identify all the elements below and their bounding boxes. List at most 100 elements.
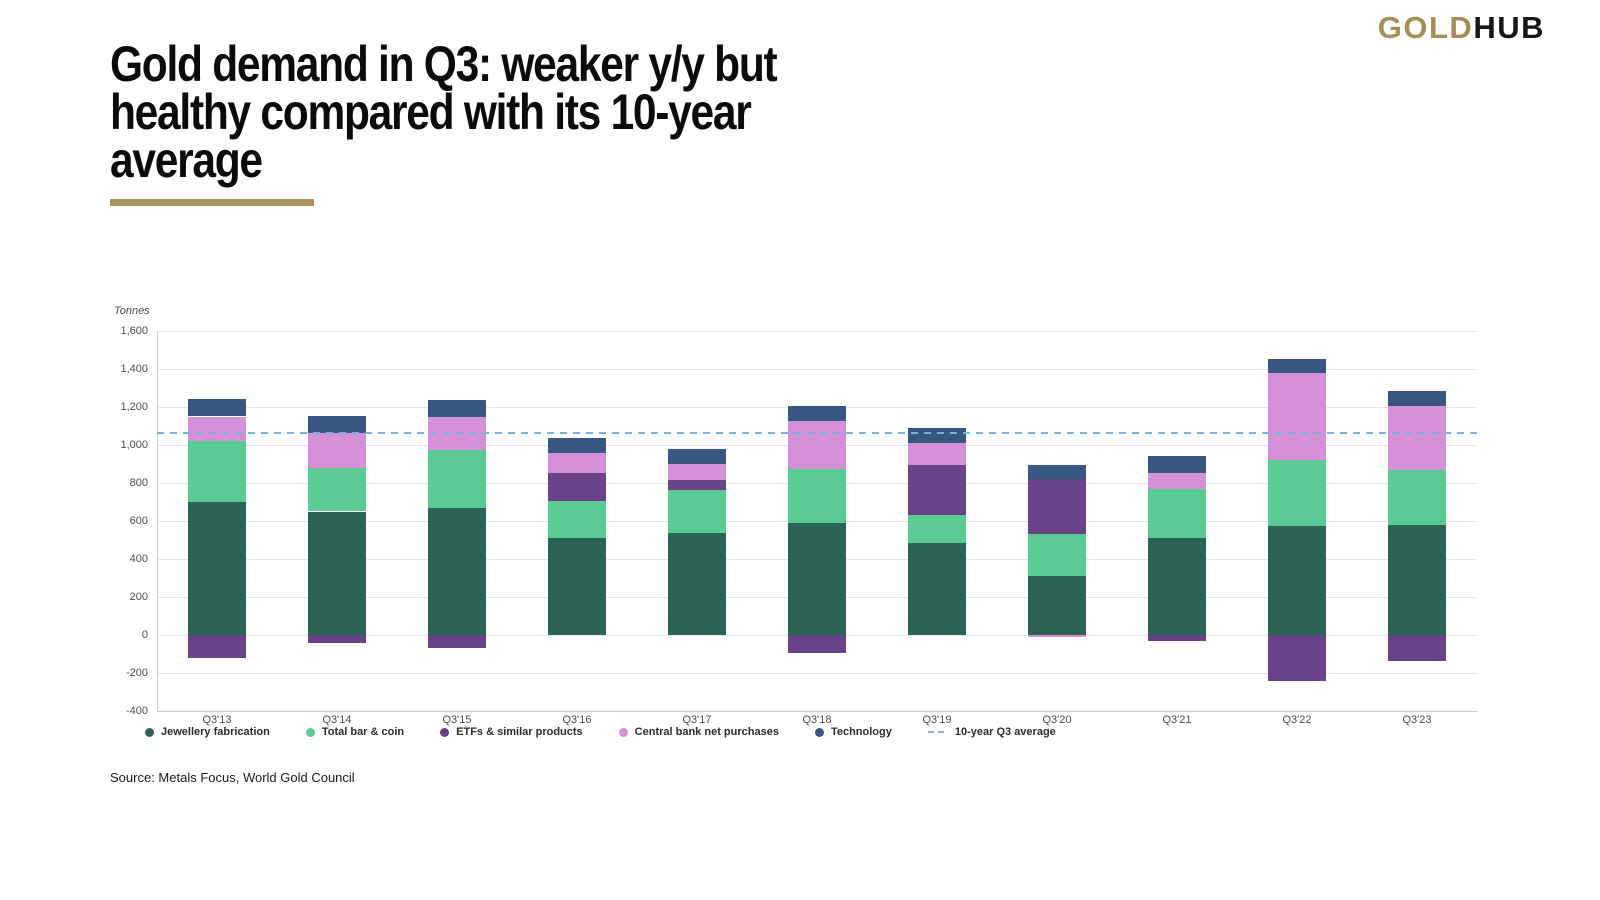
bar-segment-q3-18-etfs-similar-products[interactable]	[788, 635, 846, 654]
y-axis-tick-label: -200	[125, 667, 148, 679]
bar-segment-q3-22-total-bar-coin[interactable]	[1268, 460, 1326, 526]
bar-segment-q3-20-central-bank-net-purchases[interactable]	[1028, 635, 1086, 637]
x-axis-tick-label-q3-16: Q3'16	[562, 714, 592, 726]
y-axis-tick-label: 400	[129, 553, 148, 565]
source-note: Source: Metals Focus, World Gold Council	[110, 770, 355, 785]
bar-segment-q3-19-jewellery-fabrication[interactable]	[908, 542, 966, 635]
bar-segment-q3-19-technology[interactable]	[908, 427, 966, 444]
bar-segment-q3-22-jewellery-fabrication[interactable]	[1268, 525, 1326, 635]
bar-segment-q3-21-central-bank-net-purchases[interactable]	[1148, 472, 1206, 489]
bar-segment-q3-17-central-bank-net-purchases[interactable]	[668, 464, 726, 481]
legend-item-central-bank-net-purchases[interactable]: Central bank net purchases	[618, 726, 779, 738]
bar-segment-q3-23-total-bar-coin[interactable]	[1388, 469, 1446, 525]
bar-segment-q3-22-central-bank-net-purchases[interactable]	[1268, 372, 1326, 461]
bar-segment-q3-23-central-bank-net-purchases[interactable]	[1388, 406, 1446, 470]
bar-segment-q3-18-jewellery-fabrication[interactable]	[788, 522, 846, 635]
legend-marker-circle-icon	[305, 727, 315, 737]
gridline-1400	[157, 369, 1477, 370]
bar-segment-q3-19-central-bank-net-purchases[interactable]	[908, 443, 966, 465]
x-axis-tick-label-q3-20: Q3'20	[1042, 714, 1072, 726]
bar-segment-q3-23-jewellery-fabrication[interactable]	[1388, 524, 1446, 635]
y-axis-tick-label: 1,600	[120, 325, 148, 337]
bar-segment-q3-15-technology[interactable]	[428, 400, 486, 418]
legend-item-etfs-similar-products[interactable]: ETFs & similar products	[440, 726, 583, 738]
legend-label: Jewellery fabrication	[161, 726, 270, 738]
bar-segment-q3-21-etfs-similar-products[interactable]	[1148, 635, 1206, 641]
gridline-1600	[157, 331, 1477, 332]
bar-segment-q3-19-etfs-similar-products[interactable]	[908, 464, 966, 516]
bar-segment-q3-13-total-bar-coin[interactable]	[188, 441, 246, 502]
y-axis-tick-label: 800	[129, 477, 148, 489]
bar-segment-q3-13-technology[interactable]	[188, 399, 246, 417]
legend-dashed-line-icon	[927, 731, 948, 733]
x-axis-tick-label-q3-15: Q3'15	[442, 714, 472, 726]
page-title: Gold demand in Q3: weaker y/y but health…	[110, 36, 778, 188]
bar-segment-q3-20-total-bar-coin[interactable]	[1028, 534, 1086, 577]
bar-segment-q3-17-total-bar-coin[interactable]	[668, 489, 726, 534]
bar-segment-q3-16-central-bank-net-purchases[interactable]	[548, 452, 606, 473]
bar-segment-q3-15-jewellery-fabrication[interactable]	[428, 507, 486, 635]
y-axis-unit-label: Tonnes	[114, 305, 150, 317]
bar-segment-q3-18-central-bank-net-purchases[interactable]	[788, 421, 846, 469]
bar-segment-q3-14-technology[interactable]	[308, 415, 366, 433]
logo-hub-text: HUB	[1473, 10, 1545, 45]
bar-segment-q3-17-etfs-similar-products[interactable]	[668, 480, 726, 490]
legend-label: ETFs & similar products	[456, 726, 583, 738]
legend-marker-circle-icon	[618, 727, 628, 737]
y-axis-tick-label: 600	[129, 515, 148, 527]
x-axis-tick-label-q3-17: Q3'17	[682, 714, 712, 726]
bar-segment-q3-13-jewellery-fabrication[interactable]	[188, 502, 246, 635]
bar-segment-q3-21-jewellery-fabrication[interactable]	[1148, 538, 1206, 635]
bar-segment-q3-16-etfs-similar-products[interactable]	[548, 472, 606, 502]
bar-segment-q3-16-technology[interactable]	[548, 438, 606, 453]
x-axis-tick-label-q3-19: Q3'19	[922, 714, 952, 726]
legend-item-jewellery-fabrication[interactable]: Jewellery fabrication	[145, 726, 270, 738]
legend-item-10-year-q3-average[interactable]: 10-year Q3 average	[927, 726, 1056, 738]
bar-segment-q3-20-technology[interactable]	[1028, 464, 1086, 480]
bar-segment-q3-13-etfs-similar-products[interactable]	[188, 635, 246, 658]
legend-item-total-bar-coin[interactable]: Total bar & coin	[305, 726, 405, 738]
bar-segment-q3-21-total-bar-coin[interactable]	[1148, 488, 1206, 539]
bar-segment-q3-14-etfs-similar-products[interactable]	[308, 635, 366, 643]
x-axis-tick-label-q3-23: Q3'23	[1402, 714, 1432, 726]
bar-segment-q3-22-technology[interactable]	[1268, 358, 1326, 373]
x-axis-tick-label-q3-22: Q3'22	[1282, 714, 1312, 726]
bar-segment-q3-15-etfs-similar-products[interactable]	[428, 635, 486, 649]
gridline--400	[157, 711, 1477, 712]
bar-segment-q3-13-central-bank-net-purchases[interactable]	[188, 416, 246, 442]
legend-item-technology[interactable]: Technology	[814, 726, 892, 738]
legend-marker-circle-icon	[814, 727, 824, 737]
x-axis-tick-label-q3-21: Q3'21	[1162, 714, 1192, 726]
y-axis-tick-label: 0	[141, 629, 148, 641]
bar-segment-q3-17-technology[interactable]	[668, 448, 726, 464]
bar-segment-q3-23-etfs-similar-products[interactable]	[1388, 635, 1446, 661]
bar-segment-q3-20-jewellery-fabrication[interactable]	[1028, 576, 1086, 635]
x-axis-tick-label-q3-18: Q3'18	[802, 714, 832, 726]
legend-marker-circle-icon	[440, 727, 450, 737]
gridline--200	[157, 673, 1477, 674]
bar-segment-q3-17-jewellery-fabrication[interactable]	[668, 533, 726, 635]
bar-segment-q3-22-etfs-similar-products[interactable]	[1268, 635, 1326, 681]
bar-segment-q3-14-total-bar-coin[interactable]	[308, 467, 366, 512]
bar-segment-q3-16-total-bar-coin[interactable]	[548, 501, 606, 539]
bar-segment-q3-20-etfs-similar-products[interactable]	[1028, 479, 1086, 535]
bar-segment-q3-16-jewellery-fabrication[interactable]	[548, 538, 606, 635]
x-axis-labels: Q3'13 Q3'14 Q3'15 Q3'16 Q3'17 Q3'18 Q3'19 Q3'20…	[157, 714, 1477, 728]
bar-segment-q3-21-technology[interactable]	[1148, 456, 1206, 473]
title-underline	[110, 199, 314, 206]
bar-segment-q3-18-technology[interactable]	[788, 406, 846, 422]
bar-segment-q3-14-jewellery-fabrication[interactable]	[308, 511, 366, 635]
chart-legend: Jewellery fabrication Total bar & coin ETF…	[145, 726, 1056, 738]
y-axis-tick-label: -400	[125, 705, 148, 717]
legend-label: Total bar & coin	[321, 726, 405, 738]
ten-year-average-line	[157, 431, 1477, 434]
bar-segment-q3-19-total-bar-coin[interactable]	[908, 515, 966, 543]
bar-segment-q3-18-total-bar-coin[interactable]	[788, 468, 846, 523]
y-axis-line	[157, 331, 158, 711]
bar-segment-q3-23-technology[interactable]	[1388, 390, 1446, 407]
bar-segment-q3-15-total-bar-coin[interactable]	[428, 449, 486, 508]
bar-segment-q3-14-central-bank-net-purchases[interactable]	[308, 432, 366, 468]
logo-gold-text: GOLD	[1377, 10, 1474, 45]
x-axis-tick-label-q3-13: Q3'13	[202, 714, 232, 726]
